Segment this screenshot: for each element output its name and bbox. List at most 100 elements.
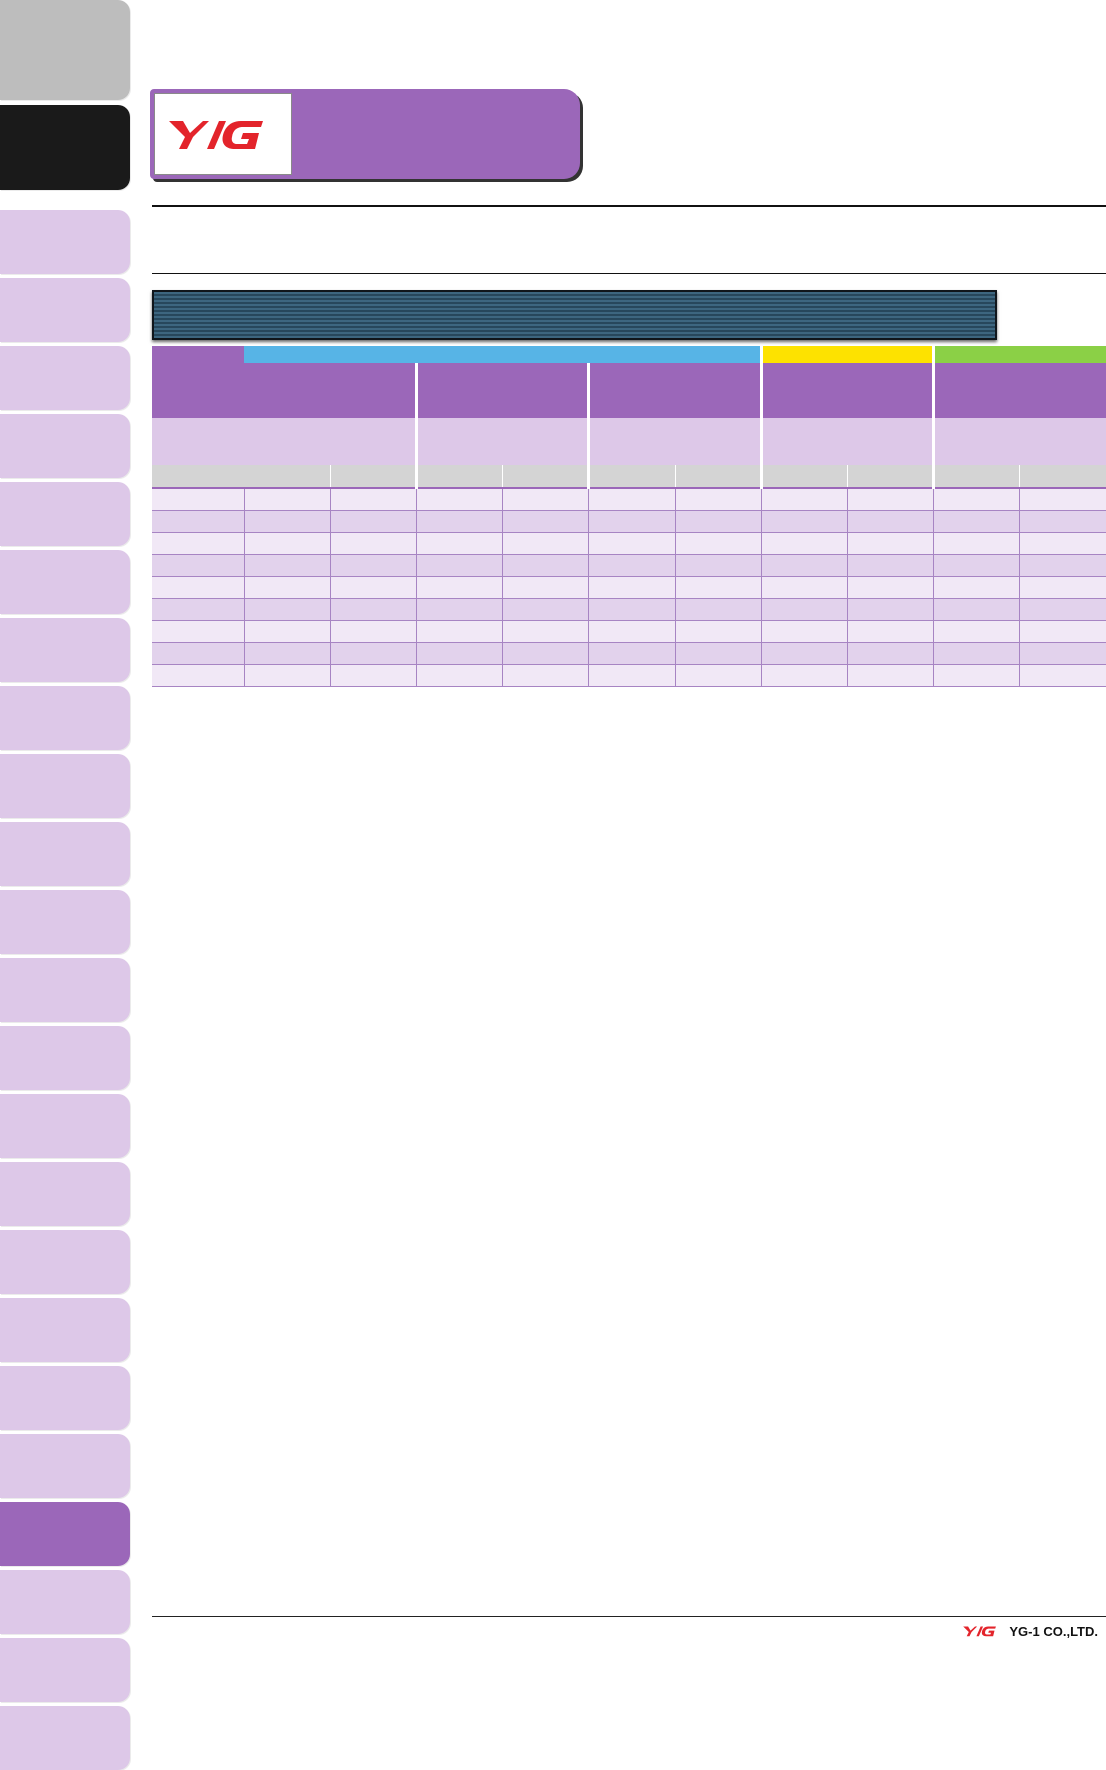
side-tab-13[interactable] bbox=[0, 890, 130, 954]
table-cell bbox=[933, 510, 1021, 533]
table-cell bbox=[675, 576, 762, 599]
side-tab-15[interactable] bbox=[0, 1026, 130, 1090]
group-subheader-4 bbox=[759, 418, 934, 465]
table-cell bbox=[1019, 664, 1106, 687]
table-cell bbox=[502, 664, 590, 687]
column-header-a bbox=[244, 465, 331, 488]
table-cell bbox=[675, 532, 762, 555]
table-cell bbox=[675, 510, 762, 533]
table-cell bbox=[330, 554, 418, 577]
column-header-b bbox=[674, 465, 762, 488]
table-cell bbox=[330, 642, 418, 665]
side-tab-25[interactable] bbox=[0, 1706, 130, 1770]
group-subheader-2 bbox=[415, 418, 589, 465]
group-header-5 bbox=[932, 363, 1106, 418]
side-tab-8[interactable] bbox=[0, 550, 130, 614]
side-tab-1[interactable] bbox=[0, 0, 130, 100]
side-tab-18[interactable] bbox=[0, 1230, 130, 1294]
table-cell bbox=[588, 510, 676, 533]
table-cell bbox=[244, 620, 331, 643]
side-tab-20[interactable] bbox=[0, 1366, 130, 1430]
table-cell bbox=[416, 510, 504, 533]
side-tab-19[interactable] bbox=[0, 1298, 130, 1362]
table-cell bbox=[152, 532, 245, 555]
table-cell bbox=[675, 642, 762, 665]
table-cell bbox=[933, 620, 1021, 643]
table-cell bbox=[502, 598, 590, 621]
side-tab-14[interactable] bbox=[0, 958, 130, 1022]
header-rule-top bbox=[152, 205, 1106, 207]
side-tab-21[interactable] bbox=[0, 1434, 130, 1498]
column-header-b bbox=[329, 465, 417, 488]
group-header-1 bbox=[244, 363, 417, 418]
column-header-b bbox=[1019, 465, 1106, 488]
table-cell bbox=[244, 642, 331, 665]
side-tab-5[interactable] bbox=[0, 346, 130, 410]
corner-sub-cell bbox=[152, 418, 245, 465]
table-cell bbox=[933, 664, 1021, 687]
group-subheader-1 bbox=[244, 418, 417, 465]
group-header-2 bbox=[415, 363, 589, 418]
table-cell bbox=[588, 664, 676, 687]
side-tab-17[interactable] bbox=[0, 1162, 130, 1226]
group-subheader-3 bbox=[587, 418, 762, 465]
table-cell bbox=[330, 532, 418, 555]
column-header-b bbox=[502, 465, 589, 488]
table-cell bbox=[675, 554, 762, 577]
table-row bbox=[152, 598, 1106, 621]
side-tab-22[interactable] bbox=[0, 1502, 130, 1566]
table-cell bbox=[1019, 487, 1106, 511]
table-cell bbox=[1019, 642, 1106, 665]
table-row bbox=[152, 664, 1106, 687]
material-band-yellow bbox=[759, 346, 934, 363]
material-band-green bbox=[932, 346, 1106, 363]
side-tab-24[interactable] bbox=[0, 1638, 130, 1702]
table-row bbox=[152, 642, 1106, 665]
table-cell bbox=[761, 532, 848, 555]
table-cell bbox=[761, 510, 848, 533]
side-tab-16[interactable] bbox=[0, 1094, 130, 1158]
header-rule-bottom bbox=[152, 273, 1106, 274]
table-cell bbox=[244, 532, 331, 555]
table-cell bbox=[1019, 554, 1106, 577]
table-cell bbox=[933, 487, 1021, 511]
table-cell bbox=[152, 598, 245, 621]
side-tab-12[interactable] bbox=[0, 822, 130, 886]
side-tab-23[interactable] bbox=[0, 1570, 130, 1634]
table-cell bbox=[502, 487, 590, 511]
table-cell bbox=[244, 598, 331, 621]
spec-table bbox=[152, 346, 1106, 687]
side-tab-4[interactable] bbox=[0, 278, 130, 342]
table-cell bbox=[847, 642, 935, 665]
table-row bbox=[152, 532, 1106, 555]
side-tab-10[interactable] bbox=[0, 686, 130, 750]
table-cell bbox=[933, 554, 1021, 577]
table-cell bbox=[588, 576, 676, 599]
side-tab-3[interactable] bbox=[0, 210, 130, 274]
table-cell bbox=[152, 554, 245, 577]
side-tab-6[interactable] bbox=[0, 414, 130, 478]
side-tab-7[interactable] bbox=[0, 482, 130, 546]
footer-brand: YG-1 CO.,LTD. bbox=[961, 1622, 1098, 1640]
section-banner bbox=[152, 290, 997, 340]
table-cell bbox=[933, 576, 1021, 599]
yg-logo-icon bbox=[169, 121, 263, 149]
corner-header-cell bbox=[152, 346, 245, 418]
table-cell bbox=[847, 487, 935, 511]
table-cell bbox=[416, 532, 504, 555]
table-cell bbox=[1019, 620, 1106, 643]
table-cell bbox=[330, 487, 418, 511]
side-tab-9[interactable] bbox=[0, 618, 130, 682]
table-cell bbox=[675, 664, 762, 687]
table-cell bbox=[502, 642, 590, 665]
side-tab-11[interactable] bbox=[0, 754, 130, 818]
table-cell bbox=[502, 554, 590, 577]
table-cell bbox=[330, 598, 418, 621]
table-cell bbox=[847, 510, 935, 533]
table-cell bbox=[1019, 576, 1106, 599]
table-cell bbox=[502, 532, 590, 555]
side-tab-2[interactable] bbox=[0, 105, 130, 190]
table-row bbox=[152, 576, 1106, 599]
table-cell bbox=[152, 620, 245, 643]
table-cell bbox=[330, 576, 418, 599]
